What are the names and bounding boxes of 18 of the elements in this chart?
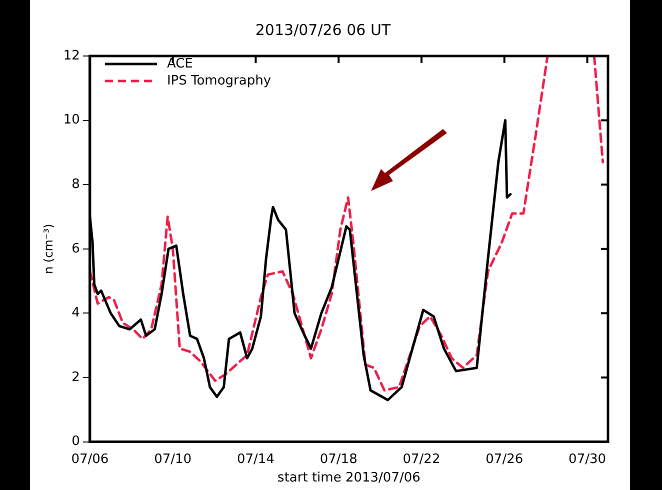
y-tick-label: 6 (72, 241, 80, 256)
y-tick-label: 10 (63, 112, 80, 128)
y-tick-label: 12 (63, 48, 80, 64)
chart-title: 2013/07/26 06 UT (255, 20, 392, 39)
y-axis-title: n (cm⁻³) (41, 224, 56, 274)
y-tick-label: 4 (72, 306, 80, 321)
x-axis-title: start time 2013/07/06 (278, 470, 420, 486)
x-tick-label: 07/26 (486, 452, 524, 467)
y-tick-label: 0 (72, 434, 80, 450)
legend-label: IPS Tomography (166, 73, 272, 88)
y-tick-label: 8 (72, 176, 80, 192)
x-tick-label: 07/22 (402, 452, 440, 467)
y-tick-label: 2 (72, 370, 80, 385)
x-tick-label: 07/10 (154, 452, 192, 467)
x-tick-label: 07/06 (71, 452, 109, 467)
x-tick-label: 07/14 (236, 452, 274, 467)
x-tick-label: 07/30 (568, 452, 606, 467)
x-tick-label: 07/18 (320, 452, 358, 467)
